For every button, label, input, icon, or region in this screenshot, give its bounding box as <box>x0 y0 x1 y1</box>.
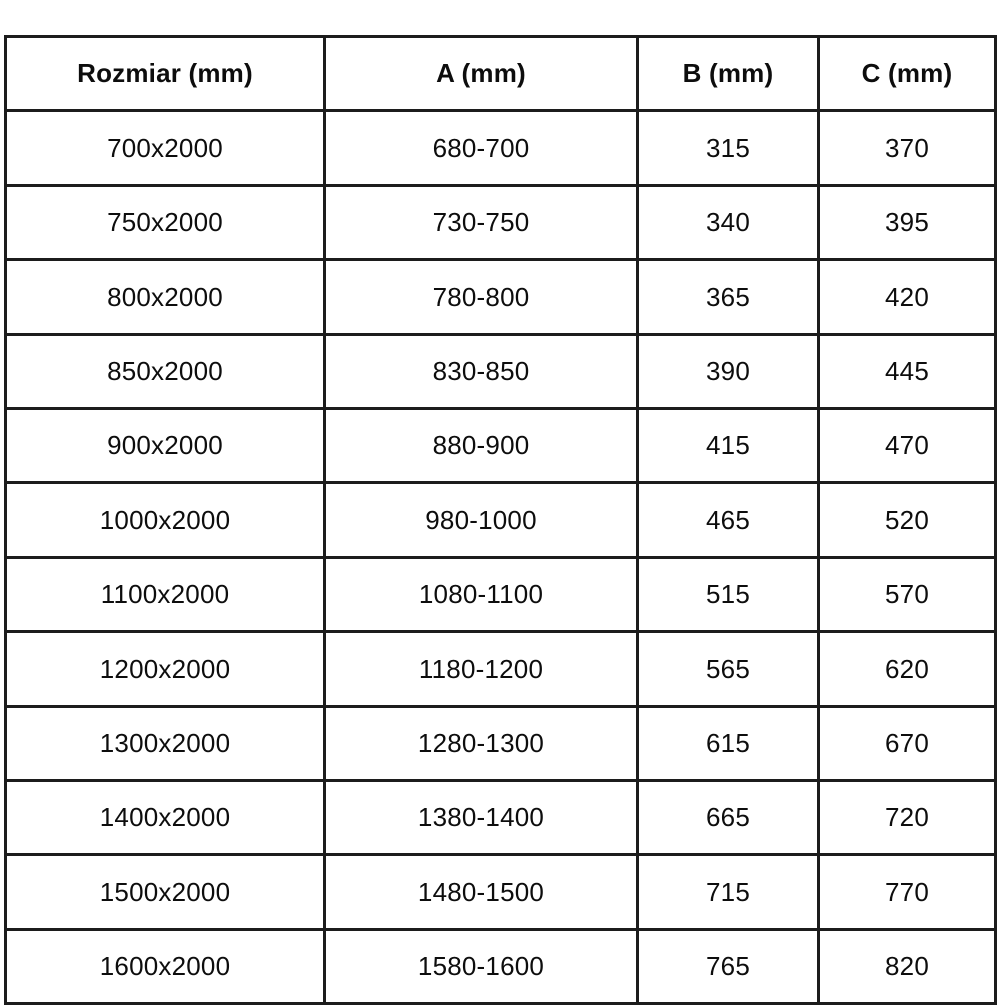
table-cell-size: 1200x2000 <box>4 630 326 708</box>
table-cell-size: 850x2000 <box>4 332 326 410</box>
table-header-row: Rozmiar (mm) A (mm) B (mm) C (mm) <box>4 34 997 113</box>
table-cell-size: 1100x2000 <box>4 555 326 634</box>
table-cell-b: 390 <box>636 332 820 410</box>
table-cell-c: 670 <box>817 704 997 782</box>
table-cell-a: 980-1000 <box>323 481 639 559</box>
table-cell-b: 365 <box>636 258 820 336</box>
dimensions-table: Rozmiar (mm) A (mm) B (mm) C (mm) 700x20… <box>4 34 997 1005</box>
table-cell-size: 1300x2000 <box>4 704 326 782</box>
table-cell-b: 415 <box>636 406 820 485</box>
table-cell-c: 570 <box>817 555 997 634</box>
table-cell-a: 730-750 <box>323 183 639 262</box>
table-row: 1100x2000 1080-1100 515 570 <box>4 555 997 634</box>
table-cell-a: 1380-1400 <box>323 778 639 857</box>
table-cell-size: 1500x2000 <box>4 853 326 931</box>
table-cell-b: 515 <box>636 555 820 634</box>
table-cell-a: 1280-1300 <box>323 704 639 782</box>
table-cell-c: 520 <box>817 481 997 559</box>
table-row: 850x2000 830-850 390 445 <box>4 332 997 410</box>
table-cell-size: 1600x2000 <box>4 927 326 1005</box>
table-row: 1000x2000 980-1000 465 520 <box>4 481 997 559</box>
table-row: 1400x2000 1380-1400 665 720 <box>4 778 997 857</box>
table-cell-c: 370 <box>817 109 997 187</box>
table-cell-a: 680-700 <box>323 109 639 187</box>
table-cell-c: 470 <box>817 406 997 485</box>
table-cell-b: 765 <box>636 927 820 1005</box>
table-cell-a: 780-800 <box>323 258 639 336</box>
table-cell-a: 1580-1600 <box>323 927 639 1005</box>
column-header-a: A (mm) <box>323 34 639 113</box>
table-cell-a: 830-850 <box>323 332 639 410</box>
table-cell-size: 1000x2000 <box>4 481 326 559</box>
table-row: 700x2000 680-700 315 370 <box>4 109 997 187</box>
table-cell-c: 820 <box>817 927 997 1005</box>
table-cell-b: 565 <box>636 630 820 708</box>
table-row: 750x2000 730-750 340 395 <box>4 183 997 262</box>
table-cell-size: 700x2000 <box>4 109 326 187</box>
column-header-b: B (mm) <box>636 34 820 113</box>
table-row: 900x2000 880-900 415 470 <box>4 406 997 485</box>
table-row: 1300x2000 1280-1300 615 670 <box>4 704 997 782</box>
table-cell-a: 880-900 <box>323 406 639 485</box>
table-cell-c: 770 <box>817 853 997 931</box>
table-cell-c: 395 <box>817 183 997 262</box>
table-row: 1600x2000 1580-1600 765 820 <box>4 927 997 1005</box>
table-cell-c: 445 <box>817 332 997 410</box>
table-cell-size: 1400x2000 <box>4 778 326 857</box>
table-cell-b: 715 <box>636 853 820 931</box>
table-cell-a: 1080-1100 <box>323 555 639 634</box>
column-header-c: C (mm) <box>817 34 997 113</box>
table-body: 700x2000 680-700 315 370 750x2000 730-750 340 3… <box>4 109 997 1005</box>
table-header: Rozmiar (mm) A (mm) B (mm) C (mm) <box>4 34 997 113</box>
table-cell-c: 420 <box>817 258 997 336</box>
table-cell-a: 1180-1200 <box>323 630 639 708</box>
table-cell-b: 465 <box>636 481 820 559</box>
table-cell-c: 720 <box>817 778 997 857</box>
table-row: 1500x2000 1480-1500 715 770 <box>4 853 997 931</box>
table-cell-b: 665 <box>636 778 820 857</box>
table-cell-c: 620 <box>817 630 997 708</box>
table-cell-b: 615 <box>636 704 820 782</box>
table-cell-size: 800x2000 <box>4 258 326 336</box>
table-cell-size: 900x2000 <box>4 406 326 485</box>
column-header-size: Rozmiar (mm) <box>4 34 326 113</box>
table-cell-size: 750x2000 <box>4 183 326 262</box>
table-cell-b: 315 <box>636 109 820 187</box>
table-row: 800x2000 780-800 365 420 <box>4 258 997 336</box>
table-cell-a: 1480-1500 <box>323 853 639 931</box>
table-cell-b: 340 <box>636 183 820 262</box>
table-row: 1200x2000 1180-1200 565 620 <box>4 630 997 708</box>
